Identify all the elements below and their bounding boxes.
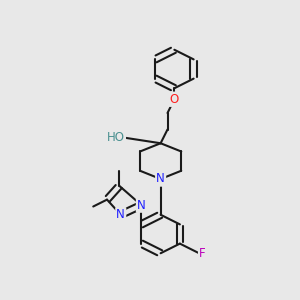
Text: N: N — [156, 172, 165, 185]
Text: N: N — [137, 199, 146, 212]
Text: O: O — [170, 93, 179, 106]
Text: F: F — [199, 247, 206, 260]
Text: N: N — [116, 208, 125, 221]
Text: HO: HO — [107, 131, 125, 144]
